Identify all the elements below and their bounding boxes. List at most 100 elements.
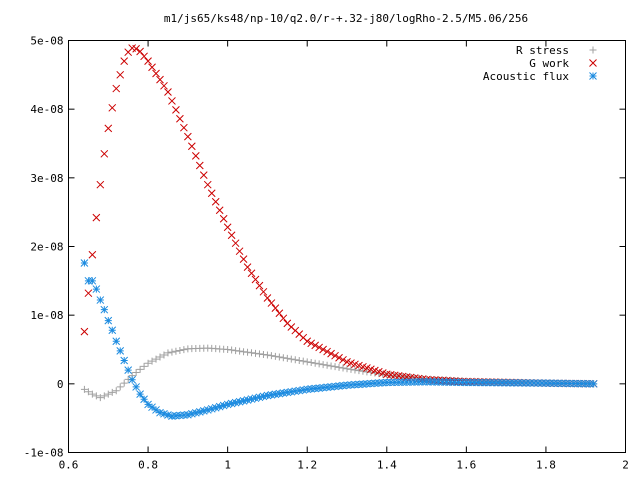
data-point xyxy=(569,379,578,388)
data-point xyxy=(327,349,335,358)
data-point xyxy=(335,382,343,390)
data-point xyxy=(255,393,264,402)
data-point xyxy=(303,358,311,366)
data-point xyxy=(207,404,216,413)
data-point xyxy=(474,378,483,387)
data-point xyxy=(176,346,184,354)
data-point xyxy=(287,355,295,363)
data-point xyxy=(287,387,296,396)
data-point xyxy=(136,47,144,56)
data-point xyxy=(327,362,335,370)
data-point xyxy=(240,348,248,356)
data-point xyxy=(255,281,264,290)
legend-marker xyxy=(589,46,597,54)
data-point xyxy=(227,399,236,408)
data-point xyxy=(112,84,121,93)
data-point xyxy=(263,351,271,359)
data-point xyxy=(514,379,522,387)
data-point xyxy=(180,123,188,132)
data-point xyxy=(271,304,280,313)
data-point xyxy=(168,97,176,105)
data-point xyxy=(160,351,168,359)
data-point xyxy=(235,247,244,256)
data-point xyxy=(100,149,109,158)
data-point xyxy=(267,391,276,399)
data-point xyxy=(482,378,491,387)
x-tick-label: 0.6 xyxy=(59,459,79,472)
data-point xyxy=(291,387,300,396)
data-point xyxy=(259,392,268,401)
data-point xyxy=(96,296,105,304)
data-point xyxy=(164,349,172,357)
data-point xyxy=(227,231,236,240)
data-point xyxy=(144,359,152,367)
data-point xyxy=(546,379,554,388)
data-point xyxy=(538,379,546,387)
data-point xyxy=(132,383,140,391)
data-point xyxy=(148,403,156,412)
data-point xyxy=(96,394,104,402)
data-point xyxy=(323,361,331,369)
data-point xyxy=(84,276,93,285)
data-point xyxy=(542,379,550,388)
data-point xyxy=(124,366,133,374)
series-r-stress xyxy=(80,344,598,402)
data-point xyxy=(219,401,228,410)
data-point xyxy=(394,378,403,387)
data-point xyxy=(398,378,407,387)
data-point xyxy=(311,359,319,367)
data-point xyxy=(418,377,427,386)
data-point xyxy=(231,239,240,248)
data-point xyxy=(156,75,164,84)
legend-marker xyxy=(589,59,597,67)
data-point xyxy=(140,362,148,370)
data-point xyxy=(259,287,268,296)
data-point xyxy=(239,255,248,263)
data-point xyxy=(236,347,244,355)
data-point xyxy=(506,378,514,387)
data-point xyxy=(335,353,343,362)
data-point xyxy=(132,44,140,53)
x-tick-label: 1.2 xyxy=(297,459,317,472)
data-point xyxy=(315,343,324,352)
data-point xyxy=(589,379,598,388)
data-point xyxy=(104,390,112,398)
data-point xyxy=(231,398,240,407)
data-point xyxy=(244,348,252,356)
data-point xyxy=(271,352,279,360)
data-point xyxy=(299,357,307,365)
data-point xyxy=(343,365,351,373)
x-tick-label: 1.4 xyxy=(377,459,397,472)
data-point xyxy=(92,285,101,293)
data-point xyxy=(494,378,503,387)
data-point xyxy=(454,378,463,387)
data-point xyxy=(530,379,538,387)
data-point xyxy=(187,409,196,418)
data-point xyxy=(199,171,208,179)
data-point xyxy=(160,81,168,90)
data-point xyxy=(478,378,487,387)
data-point xyxy=(486,378,495,387)
data-point xyxy=(263,294,272,302)
data-point xyxy=(96,180,105,189)
data-point xyxy=(347,381,355,389)
data-point xyxy=(462,378,471,387)
data-point xyxy=(267,299,276,307)
data-point xyxy=(259,350,267,358)
data-point xyxy=(442,378,451,386)
data-point xyxy=(108,326,117,335)
data-point xyxy=(88,276,97,285)
data-point xyxy=(470,378,479,387)
data-point xyxy=(164,411,172,419)
data-point xyxy=(195,161,204,170)
data-point xyxy=(215,402,224,411)
data-point xyxy=(382,378,391,387)
data-point xyxy=(291,356,299,364)
data-point xyxy=(307,385,316,393)
data-point xyxy=(311,341,320,350)
y-tick-label: 2e-08 xyxy=(30,241,63,254)
data-point xyxy=(215,206,224,215)
data-point xyxy=(573,379,582,388)
data-point xyxy=(347,365,355,373)
